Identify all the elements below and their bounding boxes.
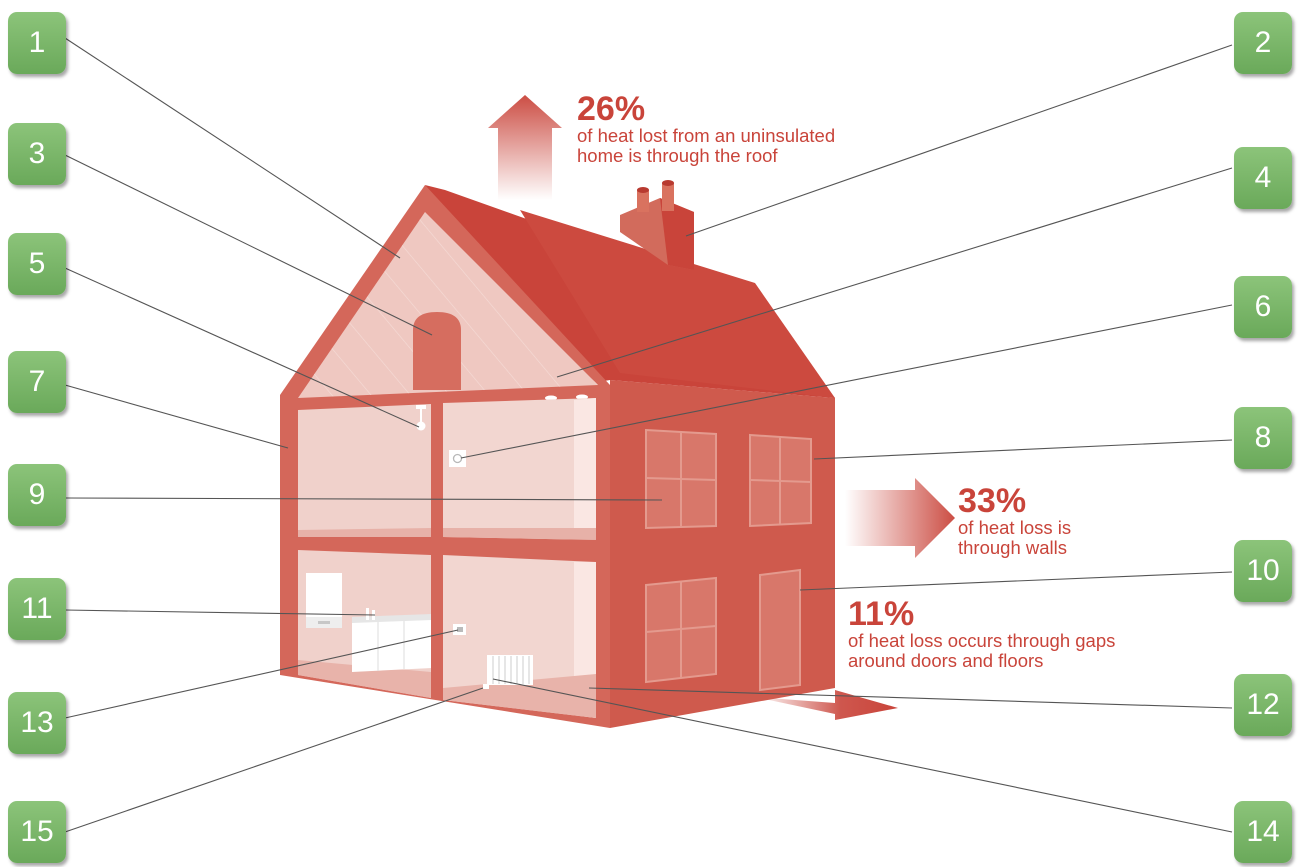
- callout-badge-7[interactable]: 7: [8, 351, 66, 413]
- callout-badge-9[interactable]: 9: [8, 464, 66, 526]
- kitchen-units: [352, 614, 432, 672]
- walls-desc-line1: of heat loss is: [958, 517, 1072, 538]
- callout-badge-3[interactable]: 3: [8, 123, 66, 185]
- gaps-desc-line1: of heat loss occurs through gaps: [848, 630, 1116, 651]
- window-lower: [645, 576, 717, 684]
- callout-badge-6[interactable]: 6: [1234, 276, 1292, 338]
- callout-badge-2[interactable]: 2: [1234, 12, 1292, 74]
- callout-badge-8[interactable]: 8: [1234, 407, 1292, 469]
- gaps-heat-stat: 11% of heat loss occurs through gaps aro…: [848, 597, 1115, 671]
- chimney: [620, 180, 694, 270]
- callout-badge-1[interactable]: 1: [8, 12, 66, 74]
- floor-heat-arrow: [755, 690, 898, 720]
- window-upper-left: [645, 428, 717, 530]
- callout-badge-14[interactable]: 14: [1234, 801, 1292, 863]
- callout-badge-10[interactable]: 10: [1234, 540, 1292, 602]
- callout-badge-15[interactable]: 15: [8, 801, 66, 863]
- leader-lines: [64, 37, 1233, 833]
- radiator: [483, 655, 533, 689]
- window-upper-right: [749, 433, 812, 528]
- roof-heat-arrow: [488, 95, 562, 200]
- walls-percent: 33%: [958, 482, 1027, 520]
- thermostat: [449, 450, 466, 467]
- walls-desc-line2: through walls: [958, 537, 1068, 558]
- gaps-percent: 11%: [848, 595, 915, 633]
- roof-desc-line1: of heat lost from an uninsulated: [577, 125, 836, 146]
- roof-heat-stat: 26% of heat lost from an uninsulated hom…: [577, 92, 835, 166]
- roof-desc-line2: home is through the roof: [577, 145, 778, 166]
- callout-badge-4[interactable]: 4: [1234, 147, 1292, 209]
- side-door: [759, 568, 801, 692]
- callout-badge-13[interactable]: 13: [8, 692, 66, 754]
- light-switch: [453, 624, 466, 635]
- roof-percent: 26%: [577, 90, 646, 128]
- callout-badge-11[interactable]: 11: [8, 578, 66, 640]
- living-room: [443, 555, 596, 718]
- walls-heat-stat: 33% of heat loss is through walls: [958, 484, 1071, 558]
- water-tank: [413, 312, 461, 390]
- side-wall: [610, 380, 835, 728]
- wall-heat-arrow: [845, 478, 955, 558]
- upper-left-room: [298, 404, 431, 537]
- smoke-detector: [416, 405, 426, 431]
- boiler: [306, 573, 342, 628]
- upper-right-room: [443, 398, 596, 540]
- gaps-desc-line2: around doors and floors: [848, 650, 1044, 671]
- callout-badge-5[interactable]: 5: [8, 233, 66, 295]
- callout-badge-12[interactable]: 12: [1234, 674, 1292, 736]
